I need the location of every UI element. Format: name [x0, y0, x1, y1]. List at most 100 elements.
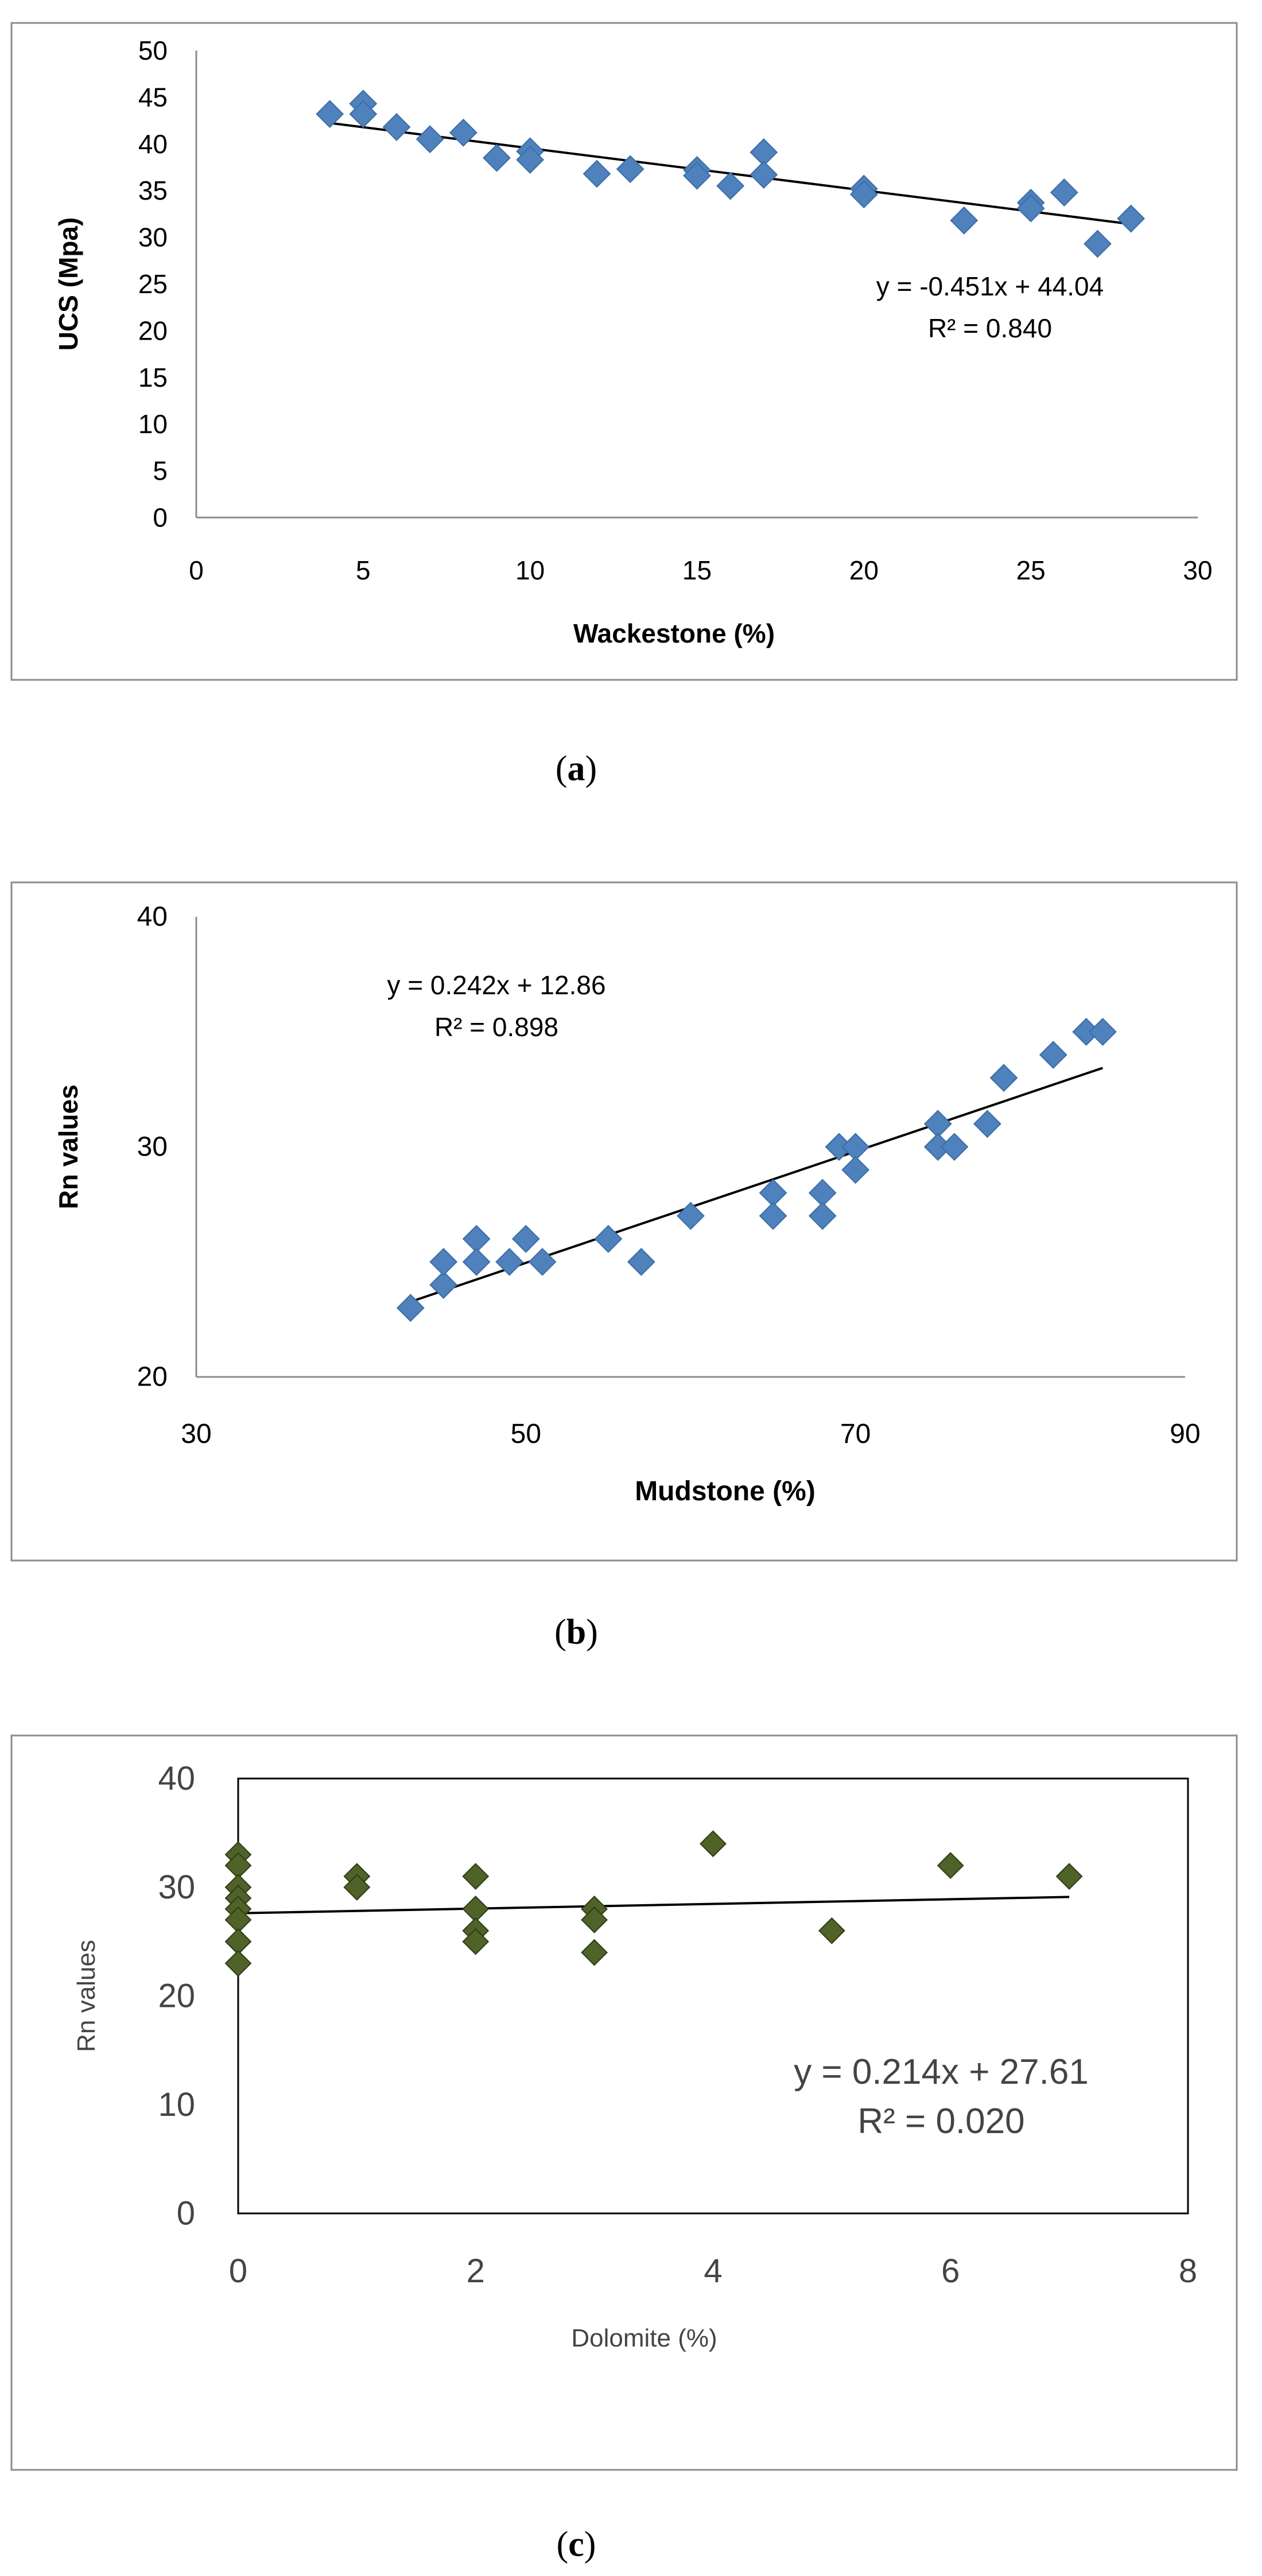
data-point: [818, 1917, 845, 1944]
data-point: [429, 1248, 458, 1276]
x-tick-label: 70: [840, 1419, 871, 1449]
x-tick-label: 10: [515, 555, 545, 585]
x-tick-label: 20: [849, 555, 879, 585]
data-point: [382, 113, 411, 141]
r-squared-label: R² = 0.840: [928, 313, 1052, 343]
x-tick-label: 0: [189, 555, 204, 585]
data-point: [700, 1830, 727, 1858]
x-tick-label: 4: [704, 2252, 722, 2290]
x-tick-label: 30: [181, 1419, 211, 1449]
data-point: [462, 1863, 490, 1890]
x-axis-title: Mudstone (%): [635, 1476, 816, 1507]
y-axis-title: Rn values: [53, 1084, 83, 1209]
x-tick-label: 30: [1183, 555, 1212, 585]
data-point: [950, 206, 978, 235]
data-point: [396, 1294, 425, 1322]
x-tick-label: 2: [467, 2252, 485, 2290]
y-tick-label: 10: [138, 409, 168, 439]
data-point: [528, 1248, 557, 1276]
y-tick-label: 5: [153, 456, 168, 486]
y-tick-label: 40: [138, 129, 168, 159]
y-tick-label: 10: [158, 2086, 195, 2123]
data-point: [516, 146, 545, 174]
chart-frame: [10, 1734, 1238, 2471]
y-tick-label: 0: [177, 2195, 195, 2232]
y-tick-label: 20: [138, 316, 168, 345]
panel-caption: (a): [556, 749, 597, 788]
y-tick-label: 45: [138, 82, 168, 112]
x-tick-label: 50: [511, 1419, 541, 1449]
x-axis-title: Dolomite (%): [571, 2324, 717, 2352]
x-tick-label: 25: [1016, 555, 1046, 585]
y-tick-label: 30: [158, 1869, 195, 1906]
data-point: [989, 1064, 1018, 1092]
data-point: [483, 143, 511, 172]
data-point: [1089, 1018, 1117, 1046]
data-point: [683, 161, 711, 190]
y-tick-label: 30: [138, 223, 168, 252]
data-point: [841, 1155, 870, 1184]
chart-panel-a: 0 5 10 15 20 25 30 0 5 10 15 20 25 30 35 40 45 50 Wackesto…: [10, 22, 1238, 788]
data-point: [594, 1224, 623, 1253]
data-point: [349, 100, 378, 129]
x-tick-label: 6: [941, 2252, 960, 2290]
chart-panel-b: 30 50 70 90 20 30 40 Mudstone (%) Rn values y = 0…: [10, 881, 1238, 1652]
y-tick-label: 0: [153, 503, 168, 532]
data-point: [973, 1110, 1001, 1138]
x-tick-label: 5: [356, 555, 371, 585]
panel-caption: (b): [554, 1613, 598, 1652]
x-tick-label: 15: [682, 555, 712, 585]
r-squared-label: R² = 0.898: [434, 1012, 558, 1042]
y-tick-label: 15: [138, 363, 168, 392]
data-point: [583, 159, 611, 188]
data-point: [940, 1133, 969, 1161]
plot-area-border: [237, 1777, 1189, 2215]
trendline-equation: y = 0.214x + 27.61: [794, 2052, 1089, 2092]
data-point: [627, 1248, 655, 1276]
data-point: [416, 125, 444, 154]
trendline-equation: y = 0.242x + 12.86: [387, 970, 605, 1000]
data-point: [316, 100, 344, 129]
y-tick-label: 40: [137, 902, 168, 932]
data-point: [808, 1201, 837, 1230]
x-tick-label: 8: [1179, 2252, 1197, 2290]
data-point: [511, 1224, 540, 1253]
data-point: [581, 1939, 608, 1966]
data-point: [1084, 229, 1112, 258]
data-point: [224, 1949, 252, 1977]
data-point: [616, 155, 644, 184]
data-point: [1050, 178, 1078, 207]
data-point: [750, 161, 778, 189]
panel-caption: (c): [557, 2525, 596, 2564]
data-point: [343, 1874, 371, 1901]
x-axis-title: Wackestone (%): [573, 618, 775, 648]
chart-frame: [10, 881, 1238, 1562]
r-squared-label: R² = 0.020: [857, 2102, 1024, 2141]
trendline-equation: y = -0.451x + 44.04: [876, 271, 1104, 301]
data-point: [1117, 204, 1145, 233]
panel-caption-letter: c: [568, 2525, 584, 2564]
data-point: [1039, 1041, 1067, 1069]
x-tick-label: 90: [1170, 1419, 1200, 1449]
data-point: [495, 1248, 524, 1276]
data-point: [581, 1906, 608, 1933]
data-point: [462, 1248, 491, 1276]
y-tick-label: 20: [137, 1362, 168, 1392]
y-tick-label: 50: [138, 36, 168, 65]
y-tick-label: 40: [158, 1760, 195, 1797]
data-point: [449, 118, 477, 147]
panel-caption-letter: a: [568, 749, 585, 788]
trendline: [410, 1067, 1104, 1303]
data-point: [462, 1928, 490, 1955]
data-point: [677, 1201, 705, 1230]
data-point: [429, 1271, 458, 1299]
trendline: [238, 1896, 1070, 1915]
y-tick-label: 30: [137, 1132, 168, 1162]
data-point: [849, 180, 878, 209]
x-tick-label: 0: [229, 2252, 247, 2290]
y-tick-label: 25: [138, 269, 168, 299]
data-point: [1016, 194, 1045, 223]
y-tick-label: 35: [138, 176, 168, 205]
panel-caption-letter: b: [566, 1613, 586, 1652]
y-axis-title: Rn values: [72, 1940, 100, 2052]
